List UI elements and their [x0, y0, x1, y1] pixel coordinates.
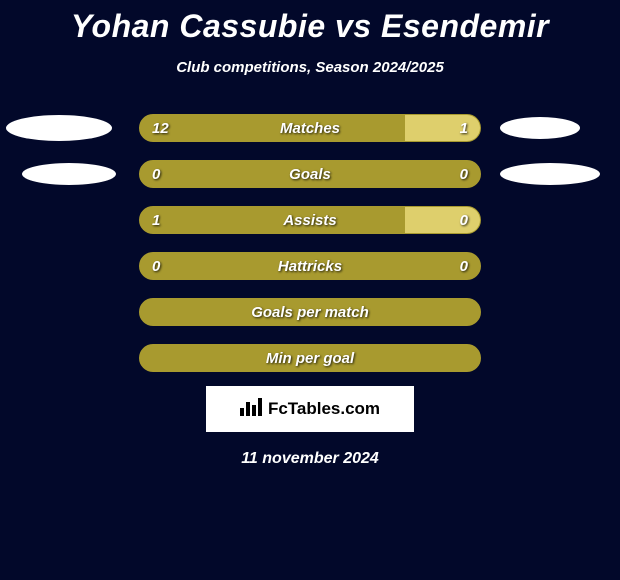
stat-label: Min per goal	[140, 345, 480, 371]
player-photo-placeholder	[500, 163, 600, 185]
stat-label: Matches	[140, 115, 480, 141]
player-photo-placeholder	[500, 117, 580, 139]
stat-value-right: 0	[460, 253, 468, 279]
player-photo-placeholder	[22, 163, 116, 185]
card-date: 11 november 2024	[0, 450, 620, 468]
stat-label: Goals per match	[140, 299, 480, 325]
stat-label: Hattricks	[140, 253, 480, 279]
stat-label: Goals	[140, 161, 480, 187]
stat-value-left: 1	[152, 207, 160, 233]
stat-row: Hattricks0 0	[0, 252, 620, 280]
card-title: Yohan Cassubie vs Esendemir	[0, 8, 620, 45]
chart-bars-icon	[240, 398, 262, 421]
card-subtitle: Club competitions, Season 2024/2025	[0, 59, 620, 76]
attribution-text: FcTables.com	[268, 399, 380, 419]
stat-value-left: 0	[152, 161, 160, 187]
stat-row: Goals per match	[0, 298, 620, 326]
stat-value-left: 0	[152, 253, 160, 279]
stat-bar: Goals per match	[139, 298, 481, 326]
stat-rows: Matches121Goals00Assists10Hattricks00Goa…	[0, 114, 620, 372]
stat-value-right: 0	[460, 161, 468, 187]
stat-bar: Hattricks0 0	[139, 252, 481, 280]
stat-row: Goals0 0	[0, 160, 620, 188]
stat-value-right: 0	[460, 207, 468, 233]
comparison-card: Yohan Cassubie vs Esendemir Club competi…	[0, 0, 620, 468]
stat-bar: Assists1 0	[139, 206, 481, 234]
stat-label: Assists	[140, 207, 480, 233]
stat-value-left: 12	[152, 115, 169, 141]
stat-bar: Min per goal	[139, 344, 481, 372]
stat-bar: Goals0 0	[139, 160, 481, 188]
player-photo-placeholder	[6, 115, 112, 141]
stat-value-right: 1	[460, 115, 468, 141]
stat-row: Assists1 0	[0, 206, 620, 234]
stat-row: Min per goal	[0, 344, 620, 372]
stat-bar: Matches12 1	[139, 114, 481, 142]
stat-row: Matches12 1	[0, 114, 620, 142]
attribution-badge: FcTables.com	[206, 386, 414, 432]
